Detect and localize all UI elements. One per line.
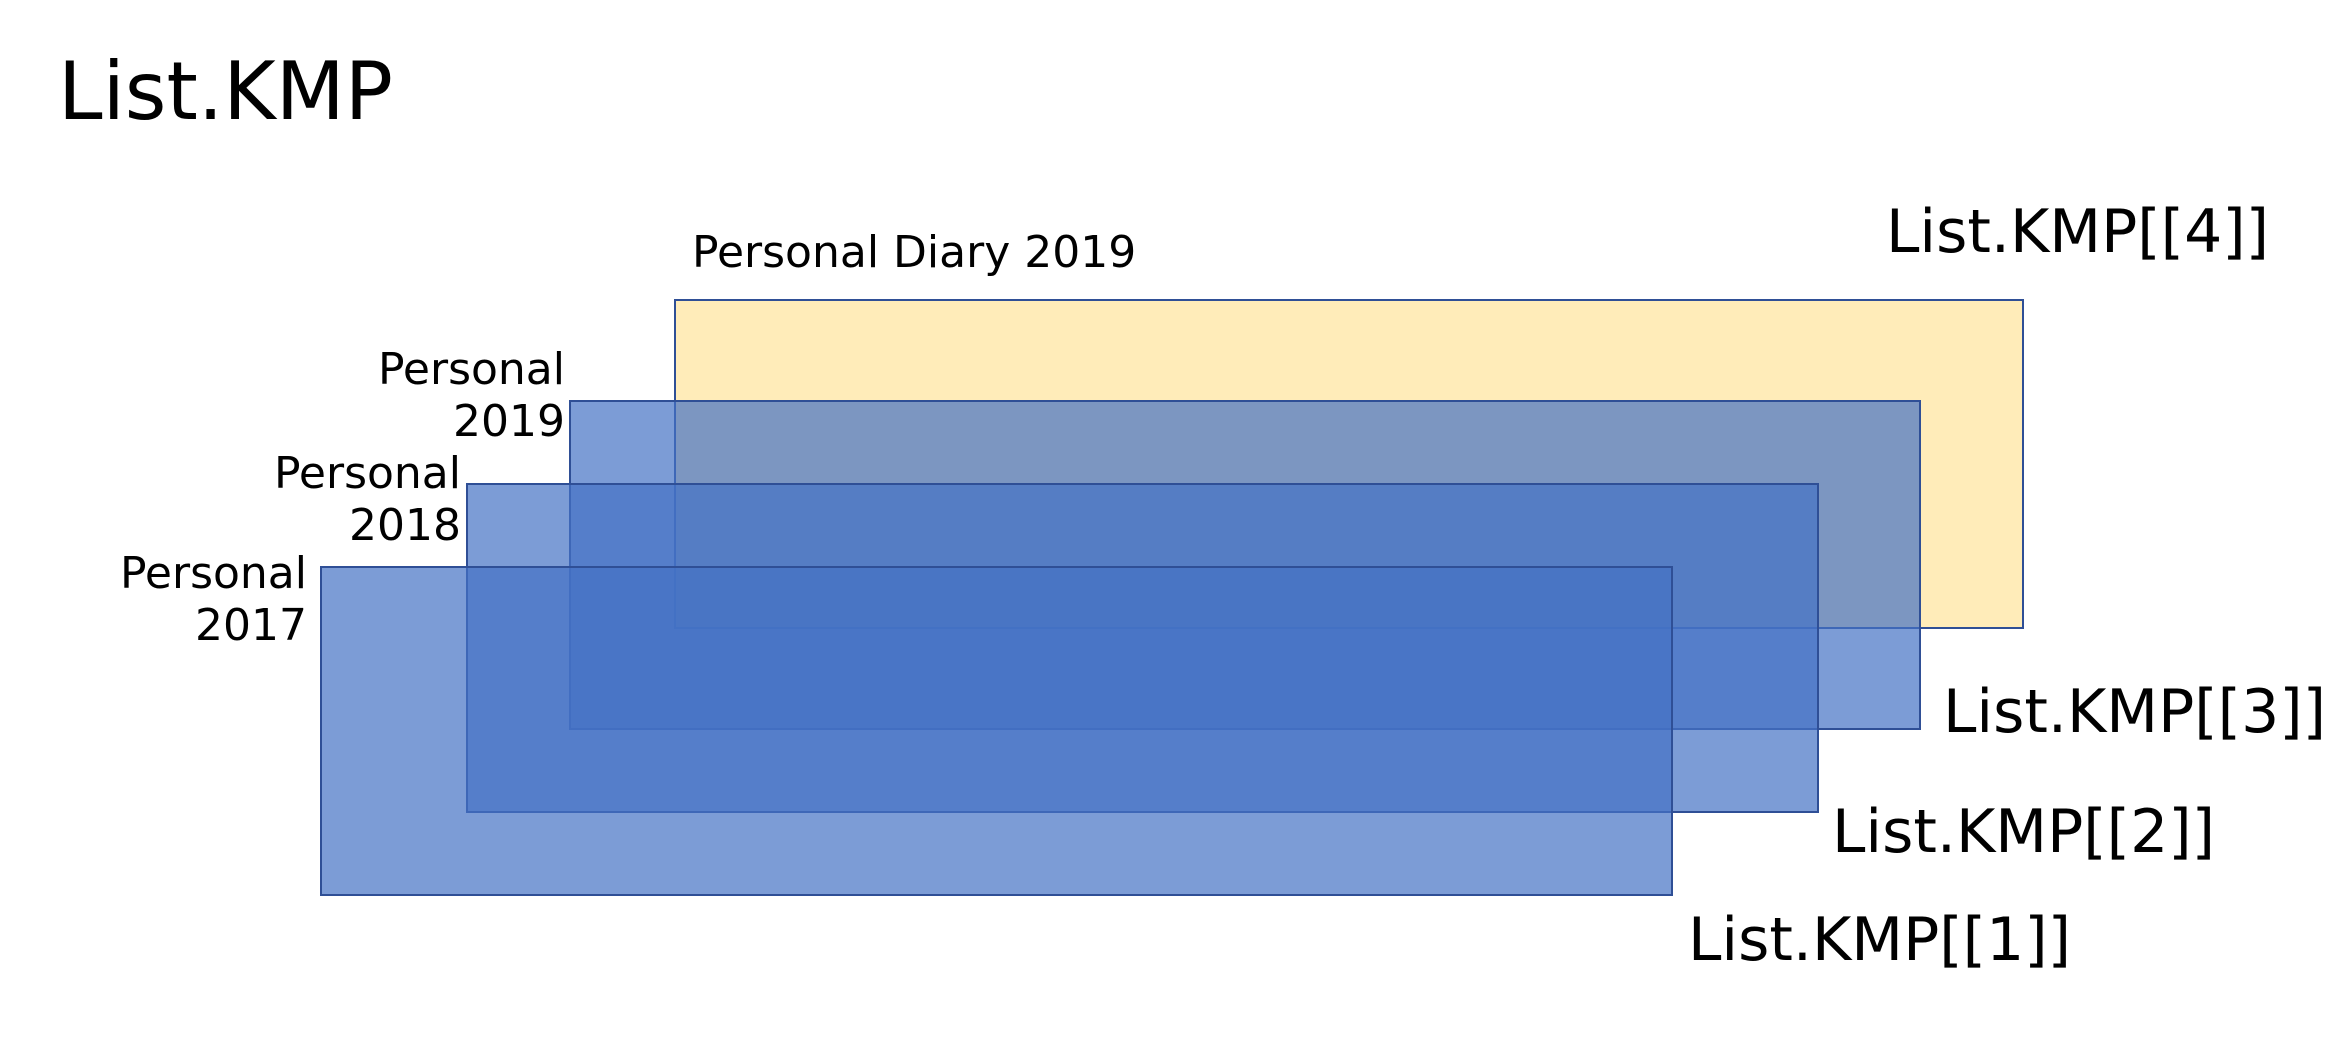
layer-1-box	[320, 566, 1673, 896]
layer-4-index-label: List.KMP[[4]]	[1886, 197, 2270, 267]
layer-1-name-line-2: 2017	[195, 600, 307, 651]
layer-2-name-line-1: Personal	[273, 448, 461, 499]
layer-2-index-label: List.KMP[[2]]	[1832, 797, 2216, 867]
layer-1-name-line-1: Personal	[119, 548, 307, 599]
layer-2-name-line-2: 2018	[349, 500, 461, 551]
layer-1-index-label: List.KMP[[1]]	[1688, 905, 2072, 975]
diagram-title: List.KMP	[58, 45, 393, 138]
layer-3-name-line-2: 2019	[453, 396, 565, 447]
layer-3-name-line-1: Personal	[377, 344, 565, 395]
layer-3-index-label: List.KMP[[3]]	[1943, 677, 2327, 747]
layer-2-name: Personal 2018	[201, 448, 461, 552]
layer-4-name: Personal Diary 2019	[692, 227, 1137, 278]
layer-3-name: Personal 2019	[305, 344, 565, 448]
layer-1-name: Personal 2017	[47, 548, 307, 652]
